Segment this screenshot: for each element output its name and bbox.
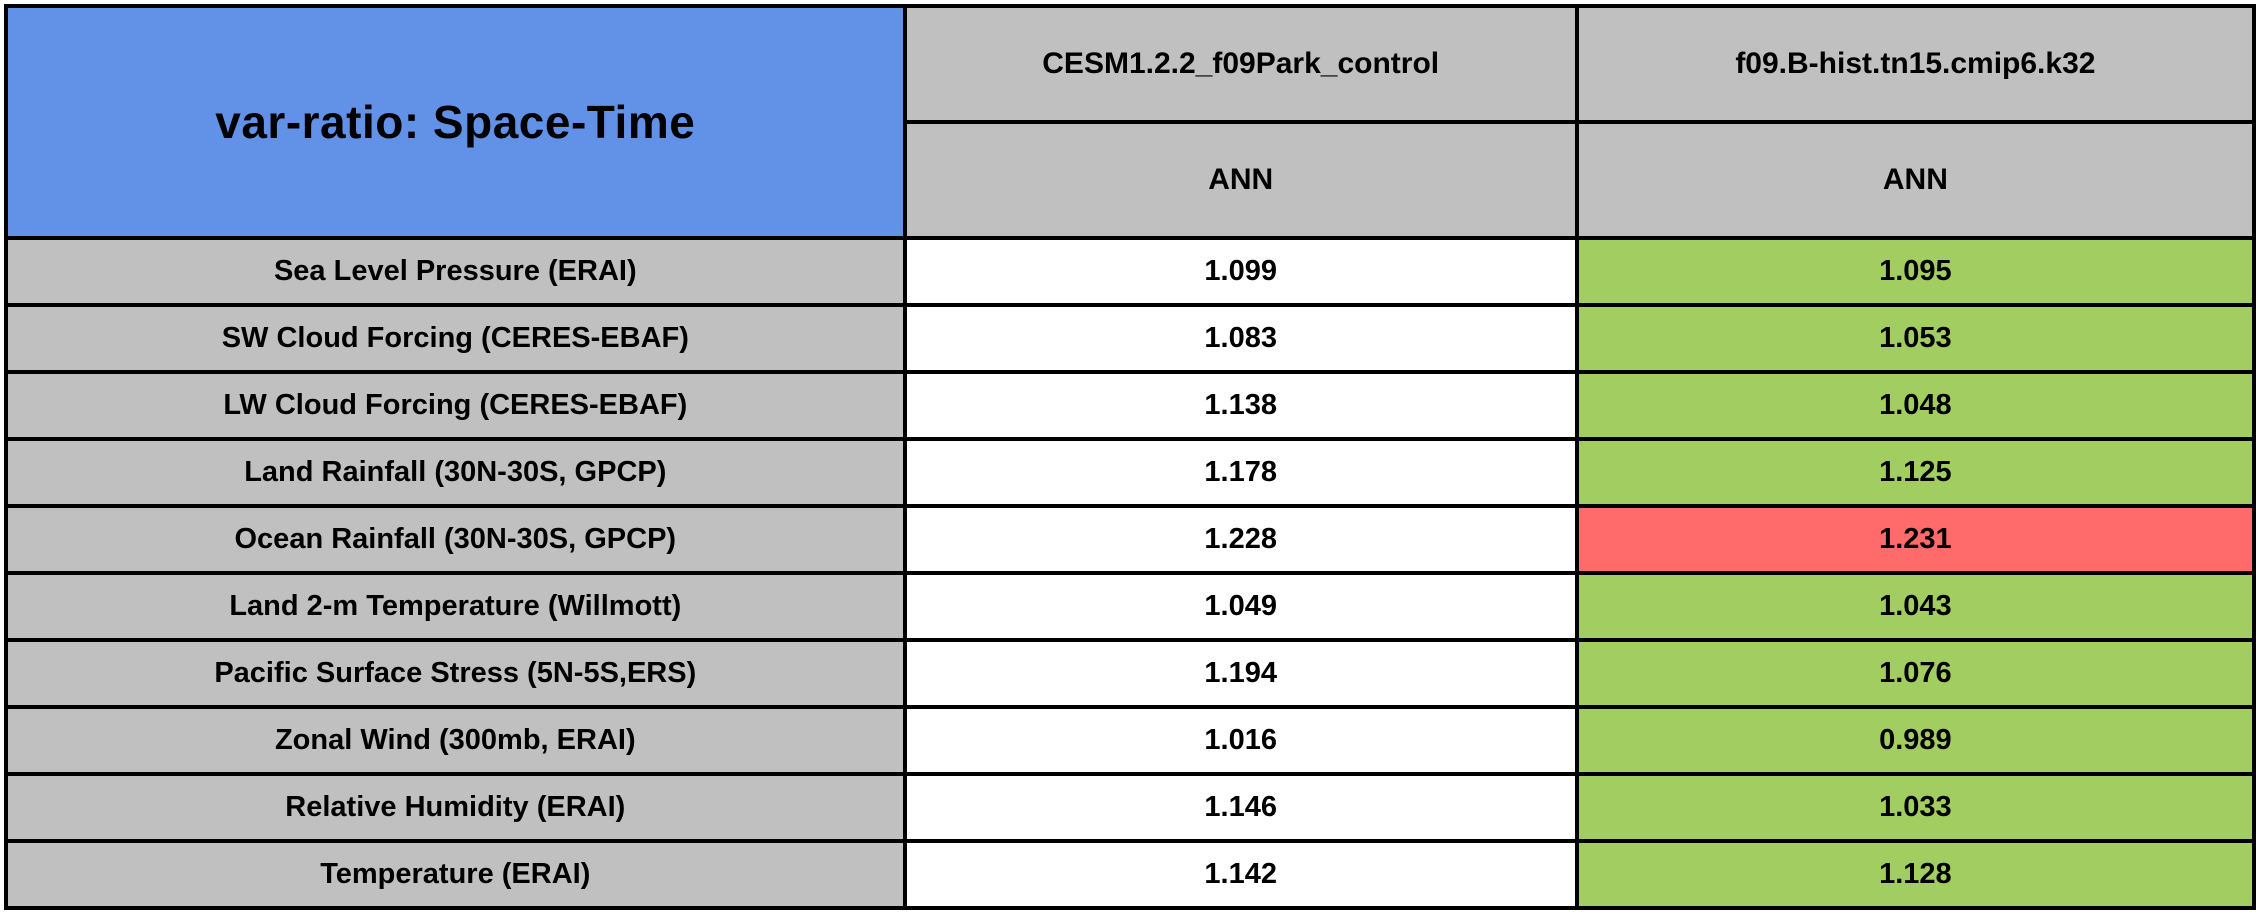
row-label: Land 2-m Temperature (Willmott) [4,571,907,642]
table-row: Land Rainfall (30N-30S, GPCP) 1.178 1.12… [4,437,2257,508]
control-value: 1.146 [902,772,1579,843]
table-row: Zonal Wind (300mb, ERAI) 1.016 0.989 [4,705,2257,776]
experiment-season-header: ANN [1574,120,2257,240]
control-value: 1.049 [902,571,1579,642]
experiment-value: 1.076 [1574,638,2257,709]
control-value: 1.228 [902,504,1579,575]
control-value: 1.099 [902,236,1579,307]
row-label: Pacific Surface Stress (5N-5S,ERS) [4,638,907,709]
row-label: Ocean Rainfall (30N-30S, GPCP) [4,504,907,575]
control-value: 1.178 [902,437,1579,508]
control-value: 1.016 [902,705,1579,776]
control-value: 1.142 [902,839,1579,910]
table-row: Temperature (ERAI) 1.142 1.128 [4,839,2257,910]
experiment-value: 1.043 [1574,571,2257,642]
control-value: 1.083 [902,303,1579,374]
row-label: Temperature (ERAI) [4,839,907,910]
table-body: Sea Level Pressure (ERAI) 1.099 1.095 SW… [4,236,2257,910]
row-label: LW Cloud Forcing (CERES-EBAF) [4,370,907,441]
table-header: var-ratio: Space-Time CESM1.2.2_f09Park_… [4,4,2257,240]
table-row: Pacific Surface Stress (5N-5S,ERS) 1.194… [4,638,2257,709]
control-model-header: CESM1.2.2_f09Park_control [902,4,1579,124]
table-row: Land 2-m Temperature (Willmott) 1.049 1.… [4,571,2257,642]
experiment-model-header: f09.B-hist.tn15.cmip6.k32 [1574,4,2257,124]
control-season-header: ANN [902,120,1579,240]
control-value: 1.138 [902,370,1579,441]
table-row: LW Cloud Forcing (CERES-EBAF) 1.138 1.04… [4,370,2257,441]
experiment-value: 1.053 [1574,303,2257,374]
table-title: var-ratio: Space-Time [4,4,907,240]
table-row: Ocean Rainfall (30N-30S, GPCP) 1.228 1.2… [4,504,2257,575]
row-label: Relative Humidity (ERAI) [4,772,907,843]
experiment-value: 0.989 [1574,705,2257,776]
control-value: 1.194 [902,638,1579,709]
table-row: SW Cloud Forcing (CERES-EBAF) 1.083 1.05… [4,303,2257,374]
experiment-value: 1.231 [1574,504,2257,575]
table-row: Sea Level Pressure (ERAI) 1.099 1.095 [4,236,2257,307]
experiment-value: 1.125 [1574,437,2257,508]
experiment-value: 1.048 [1574,370,2257,441]
row-label: Zonal Wind (300mb, ERAI) [4,705,907,776]
experiment-value: 1.033 [1574,772,2257,843]
var-ratio-table: var-ratio: Space-Time CESM1.2.2_f09Park_… [4,4,2257,910]
row-label: Sea Level Pressure (ERAI) [4,236,907,307]
experiment-value: 1.128 [1574,839,2257,910]
row-label: SW Cloud Forcing (CERES-EBAF) [4,303,907,374]
table-row: Relative Humidity (ERAI) 1.146 1.033 [4,772,2257,843]
row-label: Land Rainfall (30N-30S, GPCP) [4,437,907,508]
experiment-value: 1.095 [1574,236,2257,307]
